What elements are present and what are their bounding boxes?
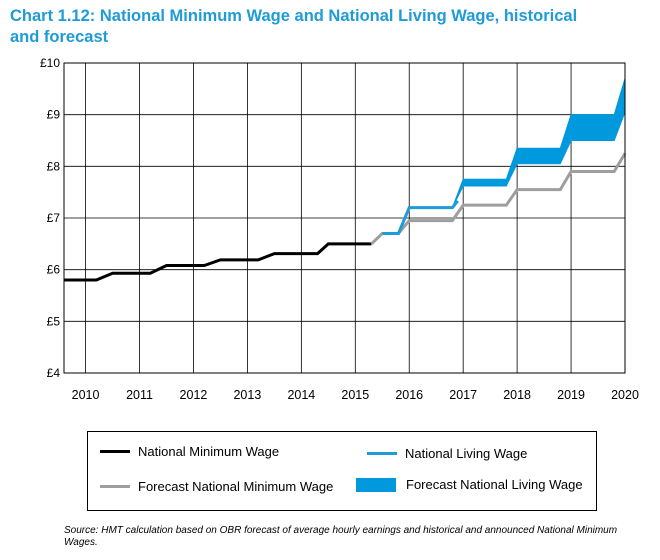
- legend-label-nlw: National Living Wage: [405, 446, 528, 461]
- y-tick-label: £6: [47, 263, 61, 277]
- x-tick-label: 2010: [72, 388, 100, 402]
- legend-swatch-nlw: [367, 452, 397, 455]
- series-line-nmw: [64, 242, 372, 282]
- series-line-nlw: [382, 200, 459, 235]
- grid-layer: [64, 62, 626, 374]
- x-tick-label: 2016: [395, 388, 423, 402]
- series-layer: [64, 152, 627, 282]
- x-tick-label: 2020: [611, 388, 639, 402]
- x-tick-label: 2014: [287, 388, 315, 402]
- chart-plot: £4 £5 £6 £7 £8 £9 £10 2010 2011 2012 2013 2014 2015 2…: [40, 56, 639, 402]
- axis-layer: £4 £5 £6 £7 £8 £9 £10 2010 2011 2012 2013 2014 2015 2…: [40, 56, 639, 402]
- legend-label-forecast-nlw: Forecast National Living Wage: [406, 477, 583, 492]
- y-tick-label: £9: [47, 108, 61, 122]
- source-note: Source: HMT calculation based on OBR for…: [64, 525, 618, 548]
- legend-label-nmw: National Minimum Wage: [138, 444, 280, 459]
- x-tick-label: 2017: [449, 388, 477, 402]
- legend-swatch-forecast-nlw: [356, 477, 396, 492]
- legend-item-forecast-nlw: Forecast National Living Wage: [356, 477, 583, 492]
- chart-title: Chart 1.12: National Minimum Wage and Na…: [10, 6, 650, 48]
- y-tick-label: £4: [47, 366, 61, 380]
- x-tick-label: 2015: [341, 388, 369, 402]
- chart-title-line-1: Chart 1.12: National Minimum Wage and Na…: [10, 7, 578, 25]
- chart-title-line-2: and forecast: [10, 28, 109, 46]
- x-tick-label: 2018: [503, 388, 531, 402]
- legend-item-forecast-nmw: Forecast National Minimum Wage: [100, 479, 333, 494]
- y-tick-label: £5: [47, 314, 61, 328]
- plot-frame: [63, 62, 626, 374]
- legend-swatch-nmw: [100, 450, 130, 453]
- legend-item-nlw: National Living Wage: [367, 446, 527, 461]
- x-tick-label: 2019: [557, 388, 585, 402]
- legend-swatch-forecast-nmw: [100, 485, 130, 488]
- y-tick-label: £10: [40, 56, 60, 70]
- y-tick-label: £7: [47, 211, 61, 225]
- legend-item-nmw: National Minimum Wage: [100, 444, 279, 459]
- x-tick-label: 2013: [233, 388, 261, 402]
- legend-label-forecast-nmw: Forecast National Minimum Wage: [138, 479, 334, 494]
- x-tick-label: 2011: [126, 388, 153, 402]
- x-tick-label: 2012: [180, 388, 208, 402]
- y-tick-label: £8: [47, 159, 61, 173]
- chart-legend: National Minimum Wage National Living Wa…: [87, 431, 597, 511]
